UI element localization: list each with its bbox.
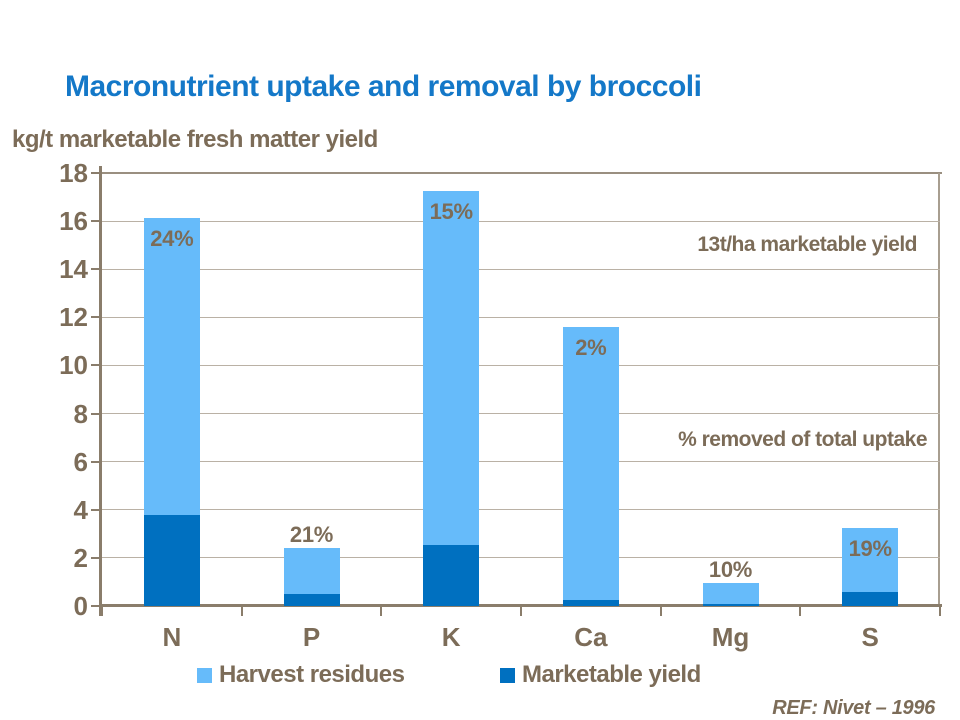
gridline-14 <box>102 268 940 270</box>
x-tick-6 <box>939 607 941 616</box>
legend-label-marketable-yield: Marketable yield <box>522 661 701 688</box>
percent-label-ca: 2% <box>575 334 607 360</box>
bar-mg-harvest-residues <box>702 583 759 605</box>
gridline-10 <box>102 364 940 366</box>
y-axis-line <box>99 166 102 616</box>
bar-p-harvest-residues <box>283 548 340 594</box>
y-axis-label-8: 8 <box>73 398 88 429</box>
legend-label-harvest-residues: Harvest residues <box>219 661 405 688</box>
bar-k-marketable-yield <box>423 544 480 606</box>
plot-border-right <box>938 173 940 606</box>
x-tick-3 <box>520 607 522 616</box>
y-tick-12 <box>91 316 100 319</box>
y-axis-label-10: 10 <box>59 350 88 381</box>
percent-label-p: 21% <box>289 522 334 548</box>
gridline-12 <box>102 316 940 318</box>
x-tick-2 <box>380 607 383 616</box>
gridline-8 <box>102 413 940 415</box>
y-tick-16 <box>91 220 100 223</box>
x-tick-1 <box>240 607 243 616</box>
percent-label-mg: 10% <box>708 557 753 583</box>
y-tick-6 <box>91 460 100 463</box>
y-tick-14 <box>91 268 100 271</box>
legend-swatch-marketable-yield <box>500 667 515 683</box>
x-axis-label-mg: Mg <box>711 622 750 652</box>
y-tick-10 <box>91 364 100 367</box>
y-axis-label-6: 6 <box>73 446 88 477</box>
reference-text: REF: Nivet – 1996 <box>772 697 935 719</box>
bar-n-marketable-yield <box>143 514 200 606</box>
x-axis-label-n: N <box>162 622 182 652</box>
percent-label-k: 15% <box>429 199 473 225</box>
y-axis-label-12: 12 <box>59 302 88 333</box>
gridline-6 <box>102 461 940 463</box>
y-tick-8 <box>91 412 100 415</box>
legend-item-harvest-residues: Harvest residues <box>197 661 405 688</box>
bar-k-harvest-residues <box>423 191 480 545</box>
y-tick-4 <box>91 508 100 511</box>
y-axis-label-4: 4 <box>73 494 88 525</box>
bar-p-marketable-yield <box>283 593 340 606</box>
annotation-marketable-yield: 13t/ha marketable yield <box>697 233 917 256</box>
bar-mg-marketable-yield <box>702 604 759 606</box>
percent-label-n: 24% <box>150 225 194 251</box>
x-tick-0 <box>101 607 103 616</box>
annotation-percent-removed: % removed of total uptake <box>678 428 927 451</box>
x-axis-label-k: K <box>441 622 461 652</box>
x-tick-4 <box>659 607 662 616</box>
y-axis-label-16: 16 <box>59 206 88 237</box>
bar-s-marketable-yield <box>842 591 899 606</box>
y-tick-2 <box>91 556 100 559</box>
gridline-2 <box>102 557 940 559</box>
x-axis-label-p: P <box>302 622 321 652</box>
x-axis-label-s: S <box>861 622 879 652</box>
y-axis-label-18: 18 <box>59 158 88 188</box>
y-axis-unit-label: kg/t marketable fresh matter yield <box>12 126 378 153</box>
bar-n-harvest-residues <box>143 217 200 515</box>
bar-s-harvest-residues <box>842 527 899 592</box>
gridline-4 <box>102 509 940 511</box>
y-axis-label-2: 2 <box>73 542 88 573</box>
y-axis-label-14: 14 <box>59 254 88 285</box>
gridline-16 <box>102 220 940 222</box>
y-tick-18 <box>91 172 100 174</box>
plot-border-top <box>100 172 942 174</box>
bar-ca-marketable-yield <box>562 599 619 606</box>
y-axis-label-0: 0 <box>73 591 88 621</box>
x-axis-label-ca: Ca <box>574 622 608 652</box>
x-axis-line <box>99 604 942 607</box>
legend-swatch-harvest-residues <box>197 667 212 683</box>
y-tick-0 <box>91 605 100 607</box>
bar-ca-harvest-residues <box>562 326 619 600</box>
x-tick-5 <box>799 607 802 616</box>
page-title: Macronutrient uptake and removal by broc… <box>65 70 702 103</box>
percent-label-s: 19% <box>848 535 892 561</box>
legend-item-marketable-yield: Marketable yield <box>500 661 701 688</box>
